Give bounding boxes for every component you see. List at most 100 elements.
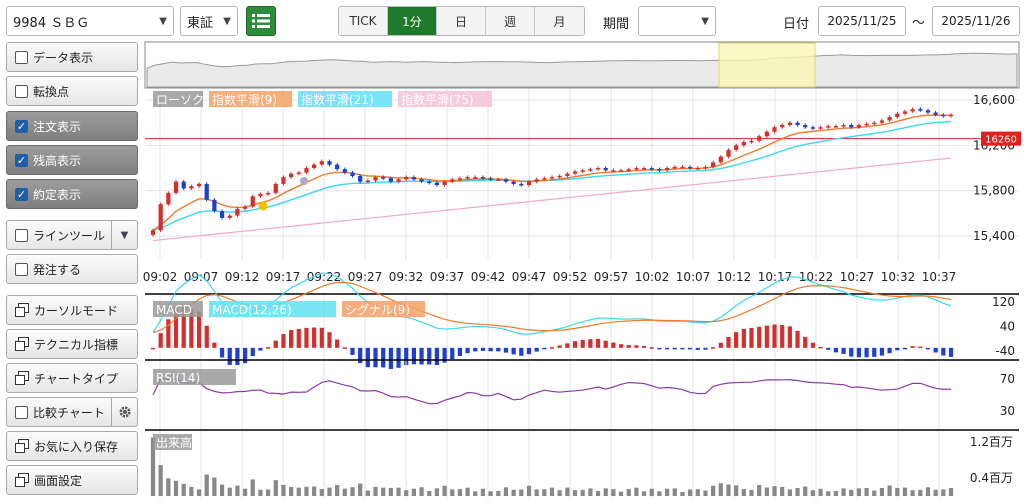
volume-bar <box>925 487 931 496</box>
candle <box>618 168 624 172</box>
market-select[interactable]: 東証 ▼ <box>180 6 238 36</box>
candle <box>879 118 885 125</box>
candle <box>849 123 854 129</box>
candle-body <box>741 141 746 146</box>
macd-histogram-bar <box>941 347 946 356</box>
volume-bar <box>457 489 463 496</box>
candle-body <box>166 192 171 205</box>
y-tick-label: 30 <box>1000 404 1015 418</box>
save-favorite-label: お気に入り保存 <box>34 439 119 454</box>
candle <box>327 159 332 167</box>
candle-body <box>158 204 163 231</box>
line-tool-toggle[interactable]: ラインツール ▼ <box>6 220 138 250</box>
chevron-down-icon: ▼ <box>701 16 709 27</box>
macd-histogram-bar <box>388 347 393 369</box>
checkbox-checked-icon: ✓ <box>15 187 28 201</box>
macd-histogram-bar <box>603 340 608 348</box>
period-select[interactable]: ▼ <box>638 6 716 36</box>
y-tick-label: 120 <box>992 295 1015 309</box>
technical-indicator-button[interactable]: テクニカル指標 <box>6 329 138 359</box>
macd-histogram-bar <box>319 327 324 348</box>
candle-body <box>818 127 823 129</box>
tab-daily[interactable]: 日 <box>437 7 486 35</box>
symbol-select[interactable]: 9984 ＳＢＧ ▼ <box>6 6 174 36</box>
volume-bar <box>235 485 240 496</box>
candle <box>503 177 509 184</box>
tab-monthly[interactable]: 月 <box>535 7 584 35</box>
candle <box>664 166 670 172</box>
candle-body <box>227 215 232 218</box>
chevron-down-icon[interactable]: ▼ <box>111 221 137 249</box>
candle <box>626 167 631 172</box>
market-value: 東証 <box>187 15 214 31</box>
y-tick-label: 15,800 <box>973 184 1015 198</box>
candle-body <box>925 110 931 113</box>
macd-histogram-bar <box>887 347 892 354</box>
macd-histogram-bar <box>680 347 685 350</box>
candle <box>335 162 340 171</box>
execution-display-toggle[interactable]: ✓ 約定表示 <box>6 179 138 209</box>
candle-body <box>281 177 286 184</box>
macd-histogram-bar <box>741 328 746 348</box>
macd-histogram-bar <box>365 347 370 368</box>
candle-body <box>312 164 317 169</box>
candle-body <box>634 168 639 170</box>
navigator-panel[interactable] <box>144 41 1020 89</box>
data-display-toggle[interactable]: データ表示 <box>6 42 138 72</box>
macd-histogram-bar <box>312 327 317 348</box>
candle <box>603 166 608 172</box>
y-tick-label: 15,400 <box>973 229 1015 243</box>
place-order-toggle[interactable]: 発注する <box>6 254 138 284</box>
candle <box>634 166 639 171</box>
volume-bar <box>219 484 225 496</box>
tab-tick[interactable]: TICK <box>339 7 388 35</box>
execution-marker[interactable] <box>258 201 268 211</box>
macd-histogram-bar <box>948 347 954 357</box>
save-favorite-button[interactable]: お気に入り保存 <box>6 431 138 461</box>
candle-body <box>542 178 547 180</box>
x-tick-label: 09:52 <box>553 270 588 284</box>
candle <box>289 172 294 179</box>
compare-chart-toggle[interactable]: 比較チャート <box>6 397 138 427</box>
balance-display-toggle[interactable]: ✓ 残高表示 <box>6 145 138 175</box>
macd-histogram-bar <box>534 347 539 352</box>
list-menu-button[interactable] <box>246 6 276 36</box>
candle-body <box>849 124 854 128</box>
candle-body <box>196 183 202 187</box>
macd-histogram-bar <box>818 346 823 349</box>
macd-histogram-bar <box>542 347 547 350</box>
macd-histogram-bar <box>450 347 455 360</box>
turning-point-toggle[interactable]: 転換点 <box>6 76 138 106</box>
candle-body <box>618 170 624 172</box>
candle-body <box>603 168 608 171</box>
chart-type-button[interactable]: チャートタイプ <box>6 363 138 393</box>
macd-histogram-bar <box>281 334 286 348</box>
list-icon <box>252 14 270 28</box>
tab-1min[interactable]: 1分 <box>388 7 437 35</box>
candle <box>526 179 532 187</box>
gear-icon[interactable] <box>111 398 137 426</box>
date-from-input[interactable]: 2025/11/25 <box>818 6 906 36</box>
navigator-range-handle[interactable] <box>718 42 816 88</box>
screen-settings-button[interactable]: 画面設定 <box>6 465 138 495</box>
volume-bar <box>695 489 700 496</box>
volume-bar <box>358 483 363 496</box>
candle <box>941 113 946 118</box>
volume-bar <box>772 486 777 496</box>
order-display-toggle[interactable]: ✓ 注文表示 <box>6 111 138 141</box>
macd-histogram-bar <box>503 347 509 353</box>
candle-body <box>864 123 869 126</box>
candle-body <box>373 177 378 181</box>
volume-bar <box>864 488 869 496</box>
macd-histogram-bar <box>442 347 447 363</box>
volume-bar <box>158 465 163 496</box>
cursor-mode-button[interactable]: カーソルモード <box>6 295 138 325</box>
order-marker[interactable] <box>300 177 308 185</box>
date-to-input[interactable]: 2025/11/26 <box>932 6 1020 36</box>
macd-histogram-bar <box>549 347 555 349</box>
x-tick-label: 09:22 <box>307 270 342 284</box>
volume-bar <box>826 491 831 496</box>
rsi-legend: RSI(14) <box>153 369 236 385</box>
tab-weekly[interactable]: 週 <box>486 7 535 35</box>
